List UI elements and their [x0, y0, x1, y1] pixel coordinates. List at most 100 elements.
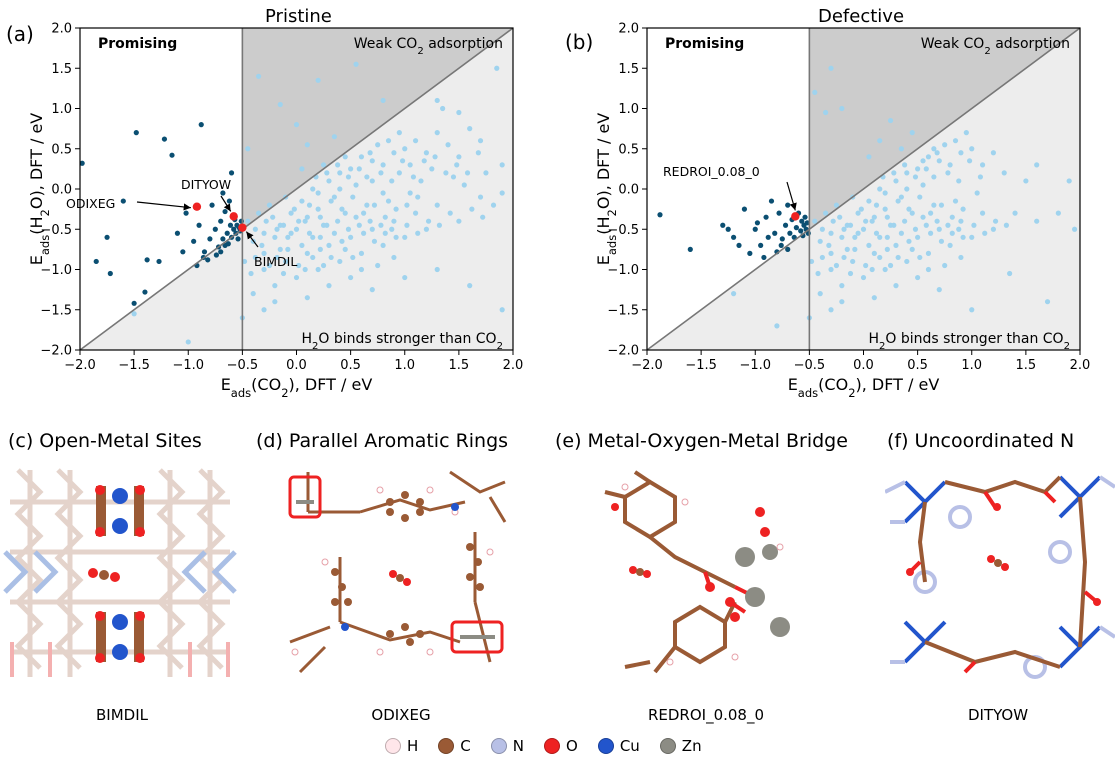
promising-data-point: [782, 222, 789, 228]
data-point: [415, 230, 421, 236]
data-point: [304, 214, 310, 220]
data-point: [898, 230, 904, 236]
data-point: [337, 186, 343, 192]
data-point: [839, 105, 845, 112]
data-point: [931, 202, 937, 208]
structure-image-redroi: [604, 470, 790, 674]
data-point: [895, 198, 901, 204]
data-point: [375, 142, 381, 148]
data-point: [393, 234, 399, 240]
data-point: [337, 170, 343, 176]
data-point: [928, 230, 934, 236]
data-point: [977, 174, 984, 180]
promising-data-point: [220, 236, 226, 242]
data-point: [839, 283, 845, 289]
data-point: [412, 210, 419, 216]
data-point: [331, 194, 337, 200]
data-point: [331, 134, 337, 140]
data-point: [371, 202, 378, 208]
data-point: [342, 210, 348, 216]
data-point: [483, 170, 489, 176]
copper-swatch: [597, 738, 614, 754]
data-point: [456, 109, 462, 116]
promising-data-point: [765, 234, 771, 240]
data-point: [841, 254, 847, 261]
data-point: [923, 166, 929, 172]
data-point: [421, 158, 427, 164]
promising-data-point: [205, 257, 211, 263]
data-point: [263, 218, 269, 224]
data-point: [296, 218, 302, 224]
data-point: [992, 218, 999, 224]
data-point: [866, 198, 872, 204]
data-point: [353, 182, 359, 188]
data-point: [823, 210, 829, 216]
data-point: [293, 274, 300, 281]
data-point: [882, 266, 888, 273]
data-point: [261, 266, 267, 273]
data-point: [931, 146, 937, 152]
data-point: [324, 222, 330, 228]
chart-title-a: Pristine: [265, 6, 332, 27]
data-point: [841, 226, 847, 232]
data-point: [882, 206, 888, 212]
promising-data-point: [79, 160, 85, 166]
x-tick-label: 0.0: [853, 358, 874, 373]
data-point: [456, 154, 462, 160]
promising-data-point: [763, 214, 769, 220]
x-tick-label: −1.5: [118, 358, 150, 373]
data-point: [774, 323, 780, 329]
data-point: [423, 226, 429, 232]
data-point: [1055, 210, 1061, 216]
data-point: [342, 154, 348, 160]
annotation-arrow: [786, 181, 797, 211]
structure-name-odixeg: ODIXEG: [371, 706, 431, 724]
data-point: [958, 254, 964, 261]
data-point: [490, 202, 497, 208]
data-point: [839, 234, 845, 240]
data-point: [912, 174, 919, 180]
data-point: [245, 146, 251, 152]
data-point: [819, 226, 825, 232]
data-point: [464, 170, 471, 176]
data-point: [348, 166, 354, 172]
data-point: [361, 230, 367, 236]
data-point: [850, 258, 856, 265]
data-point: [902, 162, 908, 168]
promising-data-point: [778, 242, 784, 248]
y-tick-label: 0.0: [51, 183, 72, 198]
data-point: [252, 254, 258, 261]
data-point: [288, 210, 294, 216]
data-point: [1003, 222, 1009, 228]
data-point: [320, 162, 327, 168]
promising-data-point: [224, 230, 230, 236]
promising-data-point: [133, 130, 139, 136]
data-point: [369, 178, 375, 184]
legend-item-cu: Cu: [597, 737, 640, 755]
data-point: [904, 186, 910, 192]
data-point: [261, 307, 267, 313]
data-point: [274, 254, 280, 261]
data-point: [361, 210, 367, 216]
data-point: [252, 226, 258, 232]
data-point: [415, 194, 421, 200]
nitrogen-swatch: [490, 738, 507, 754]
y-tick-label: 1.0: [618, 102, 639, 117]
diagonal-line: [646, 27, 1081, 351]
promising-data-point: [183, 210, 189, 216]
y-tick-label: −0.5: [607, 223, 639, 238]
data-point: [819, 254, 825, 261]
promising-data-point: [657, 212, 663, 218]
promising-data-point: [93, 258, 99, 265]
data-point: [248, 270, 254, 277]
data-point: [326, 178, 332, 184]
data-point: [990, 150, 996, 156]
data-point: [960, 234, 966, 240]
scatter-plot-b: REDROI_0.08_0 −2.0 −1.5 −1.0 −0.5 0.0 0.5 1.0 1.…: [594, 22, 1090, 401]
data-point: [317, 234, 323, 240]
data-point: [952, 138, 959, 144]
data-point: [410, 174, 417, 180]
annotation-label: ODIXEG: [66, 196, 115, 211]
data-point: [871, 214, 877, 220]
data-point: [467, 126, 473, 132]
